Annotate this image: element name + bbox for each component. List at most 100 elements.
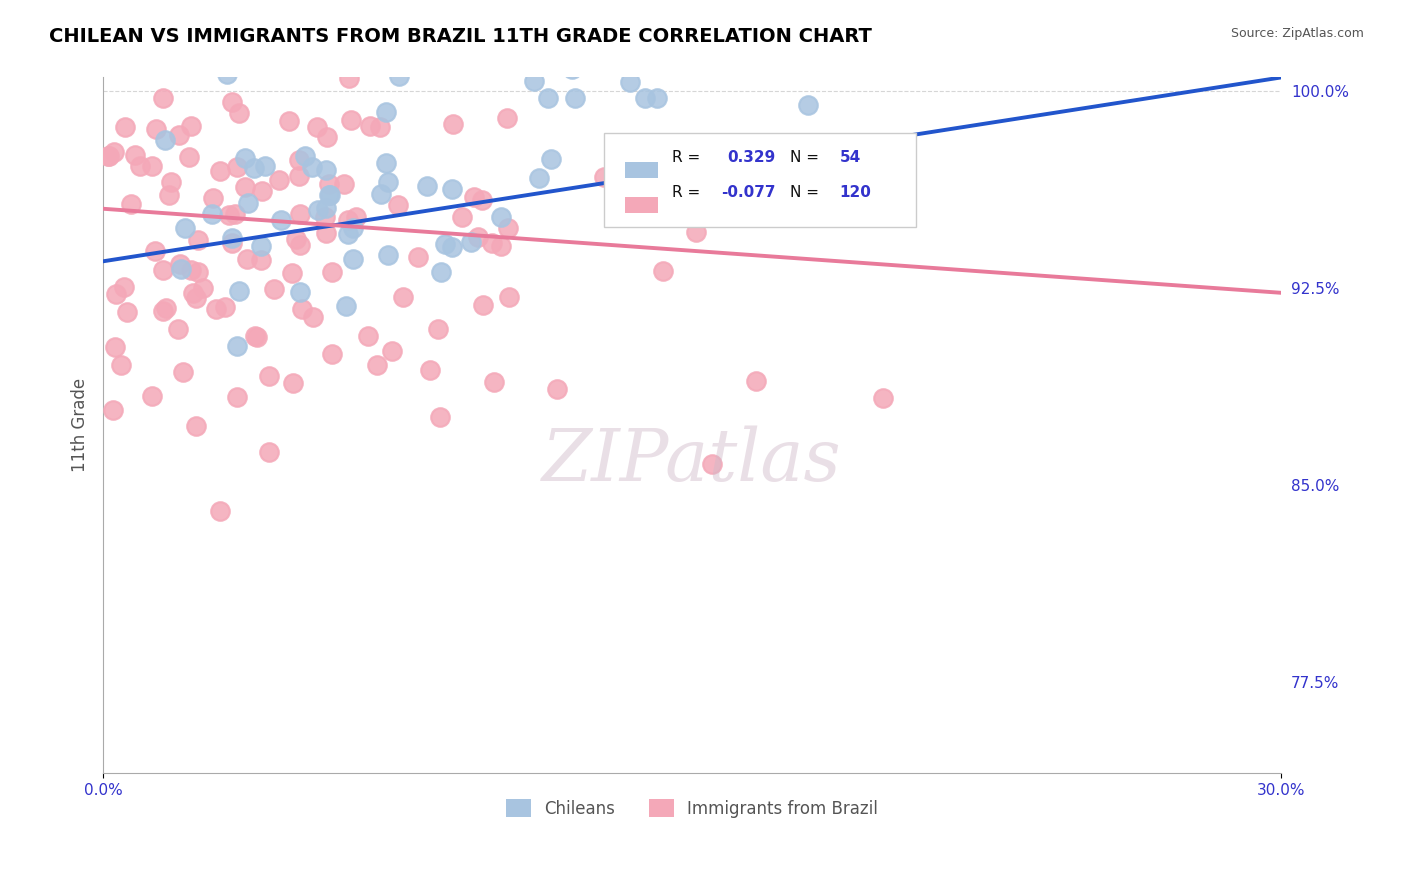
Point <box>540 152 562 166</box>
Point <box>104 340 127 354</box>
Point <box>145 122 167 136</box>
Point <box>143 244 166 258</box>
FancyBboxPatch shape <box>626 196 658 213</box>
Point <box>318 188 340 202</box>
Point <box>259 445 281 459</box>
Point <box>342 220 364 235</box>
Point <box>419 362 441 376</box>
Point <box>169 262 191 277</box>
Point <box>187 233 209 247</box>
Point <box>152 303 174 318</box>
Point <box>221 231 243 245</box>
Point <box>430 265 453 279</box>
Point <box>184 291 207 305</box>
Point <box>124 57 146 71</box>
Point <box>267 57 290 71</box>
Point <box>110 358 132 372</box>
Point <box>441 240 464 254</box>
Point <box>368 120 391 134</box>
Point <box>733 176 755 190</box>
Point <box>301 161 323 175</box>
Point <box>315 201 337 215</box>
Point <box>104 287 127 301</box>
Text: N =: N = <box>790 150 818 165</box>
Point <box>103 145 125 159</box>
Point <box>321 347 343 361</box>
Point <box>97 149 120 163</box>
Point <box>155 301 177 315</box>
Point <box>634 91 657 105</box>
Point <box>697 174 720 188</box>
Point <box>359 119 381 133</box>
Point <box>205 302 228 317</box>
Point <box>498 290 520 304</box>
Point <box>257 368 280 383</box>
Point <box>129 159 152 173</box>
Point <box>271 57 294 71</box>
Point <box>315 226 337 240</box>
Point <box>180 263 202 277</box>
Point <box>214 57 236 71</box>
Point <box>797 98 820 112</box>
Point <box>451 210 474 224</box>
Point <box>172 365 194 379</box>
FancyBboxPatch shape <box>626 161 658 178</box>
Point <box>391 289 413 303</box>
Point <box>301 310 323 324</box>
Point <box>645 91 668 105</box>
Point <box>336 227 359 241</box>
Point <box>429 410 451 425</box>
Point <box>652 264 675 278</box>
Point <box>318 178 340 192</box>
Text: CHILEAN VS IMMIGRANTS FROM BRAZIL 11TH GRADE CORRELATION CHART: CHILEAN VS IMMIGRANTS FROM BRAZIL 11TH G… <box>49 27 872 45</box>
Point <box>685 225 707 239</box>
FancyBboxPatch shape <box>603 133 915 227</box>
Point <box>117 305 139 319</box>
Point <box>236 196 259 211</box>
Point <box>305 120 328 135</box>
Point <box>181 285 204 300</box>
Point <box>467 230 489 244</box>
Point <box>370 187 392 202</box>
Point <box>375 105 398 120</box>
Point <box>316 130 339 145</box>
Text: ZIPatlas: ZIPatlas <box>543 425 842 495</box>
Point <box>152 263 174 277</box>
Point <box>243 161 266 175</box>
Point <box>153 133 176 147</box>
Point <box>529 171 551 186</box>
Point <box>157 188 180 202</box>
Point <box>463 57 485 71</box>
Point <box>564 90 586 104</box>
Point <box>174 221 197 235</box>
Point <box>141 159 163 173</box>
Point <box>167 128 190 142</box>
Point <box>498 221 520 235</box>
Point <box>731 158 754 172</box>
Point <box>269 173 291 187</box>
Point <box>294 149 316 163</box>
Point <box>339 113 361 128</box>
Point <box>366 358 388 372</box>
Point <box>221 236 243 251</box>
Point <box>233 152 256 166</box>
Point <box>496 112 519 126</box>
Point <box>179 150 201 164</box>
Point <box>141 389 163 403</box>
Point <box>523 74 546 88</box>
Y-axis label: 11th Grade: 11th Grade <box>72 378 89 473</box>
Text: 120: 120 <box>839 185 872 200</box>
Point <box>315 163 337 178</box>
Point <box>249 252 271 267</box>
Point <box>489 210 512 224</box>
Point <box>208 504 231 518</box>
Point <box>97 148 120 162</box>
Point <box>427 321 450 335</box>
Point <box>307 202 329 217</box>
Point <box>388 69 411 83</box>
Point <box>250 239 273 253</box>
Point <box>226 160 249 174</box>
Point <box>441 182 464 196</box>
Point <box>288 169 311 183</box>
Text: R =: R = <box>672 185 700 200</box>
